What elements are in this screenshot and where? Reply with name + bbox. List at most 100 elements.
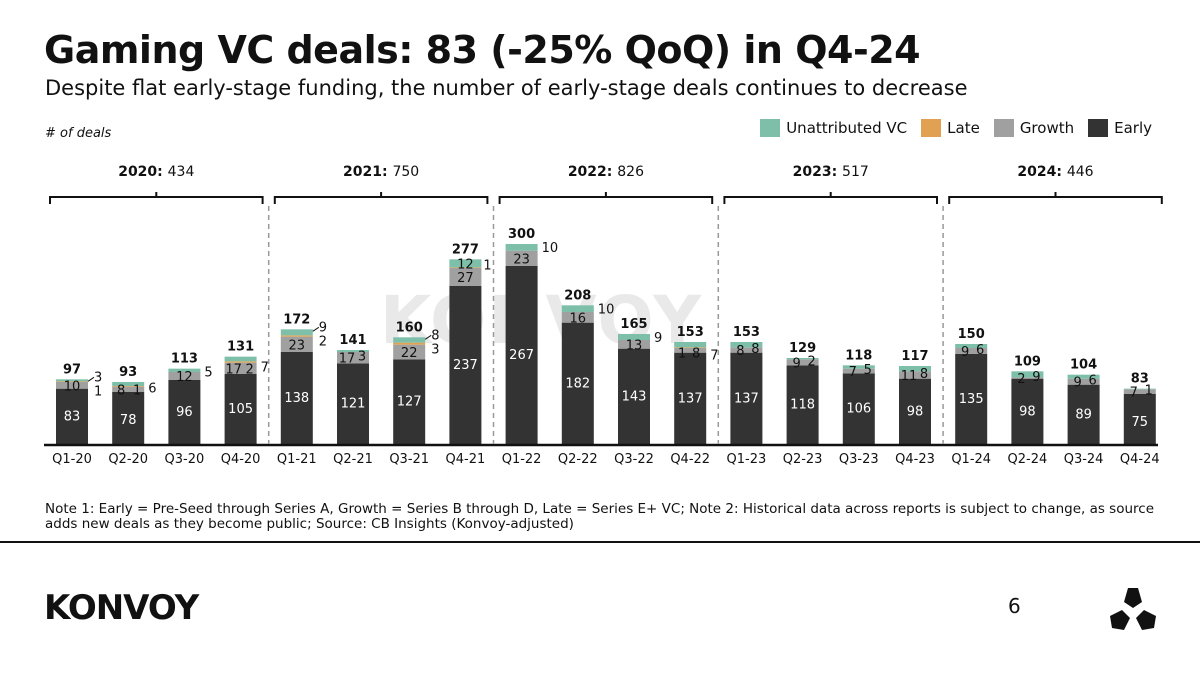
unattributed-value-label: 3 — [358, 350, 366, 365]
bar-segment-unattributed-vc — [1123, 388, 1156, 390]
legend-item-unattributed: Unattributed VC — [760, 119, 907, 137]
x-tick-label: Q1-23 — [727, 452, 767, 467]
bar-segment-early — [337, 363, 369, 444]
x-tick-label: Q2-24 — [1008, 452, 1048, 467]
late-value-label: 1 — [678, 346, 686, 361]
unattributed-value-label: 12 — [457, 257, 474, 272]
year-bracket — [723, 192, 938, 204]
early-value-label: 89 — [1075, 407, 1092, 422]
early-value-label: 96 — [176, 405, 193, 420]
unattributed-value-label: 1 — [1145, 384, 1153, 399]
bar-segment-early — [56, 388, 88, 444]
year-total-label: 2024: 446 — [1017, 164, 1093, 180]
early-value-label: 135 — [959, 392, 984, 407]
bar-segment-late — [280, 335, 313, 337]
early-value-label: 118 — [790, 398, 815, 413]
bar-segment-late — [674, 347, 707, 348]
legend-label-growth: Growth — [1019, 119, 1075, 137]
x-tick-label: Q1-22 — [502, 452, 542, 467]
total-value-label: 117 — [901, 349, 928, 364]
bar-segment-growth — [505, 250, 538, 266]
growth-value-label: 12 — [176, 370, 193, 385]
x-tick-label: Q2-21 — [333, 452, 373, 467]
bar-segment-early — [112, 391, 145, 444]
total-value-label: 131 — [227, 340, 254, 355]
bar-segment-growth — [899, 371, 931, 379]
footnote: Note 1: Early = Pre-Seed through Series … — [45, 501, 1155, 532]
unattributed-value-label: 9 — [1032, 370, 1040, 385]
legend-item-late: Late — [921, 119, 980, 137]
early-value-label: 105 — [228, 402, 253, 417]
bar-segment-growth — [280, 336, 313, 352]
bar-segment-early — [842, 373, 875, 444]
total-value-label: 165 — [620, 317, 647, 332]
bar-segment-growth — [168, 371, 201, 380]
early-value-label: 127 — [397, 395, 422, 410]
bar-segment-growth — [786, 359, 819, 366]
growth-value-label: 2 — [1017, 372, 1025, 387]
unattributed-value-label: 8 — [920, 367, 928, 382]
bar-segment-growth — [112, 386, 145, 392]
page-subtitle: Despite flat early-stage funding, the nu… — [45, 76, 968, 100]
early-value-label: 98 — [907, 404, 924, 419]
unattributed-value-label: 8 — [692, 346, 700, 361]
early-value-label: 121 — [341, 397, 366, 412]
total-value-label: 153 — [677, 325, 704, 340]
page-number: 6 — [1008, 594, 1021, 618]
legend-swatch-unattributed — [760, 119, 781, 137]
unattributed-value-label: 8 — [751, 342, 759, 357]
growth-value-label: 23 — [513, 252, 530, 267]
x-tick-label: Q3-22 — [614, 452, 654, 467]
unattributed-value-label: 10 — [598, 302, 615, 317]
growth-value-label: 27 — [457, 271, 474, 286]
bar-segment-unattributed-vc — [224, 356, 257, 362]
bar-segment-growth — [449, 267, 482, 286]
total-value-label: 153 — [733, 325, 760, 340]
early-value-label: 137 — [678, 391, 703, 406]
unattributed-value-label: 5 — [204, 366, 212, 381]
total-value-label: 277 — [452, 242, 479, 257]
unattributed-value-label: 10 — [542, 241, 559, 256]
konvoy-logo: KONVOY — [44, 588, 199, 628]
bar-segment-unattributed-vc — [842, 365, 875, 369]
unattributed-value-label: 9 — [319, 320, 327, 335]
early-value-label: 98 — [1019, 404, 1036, 419]
growth-value-label: 7 — [1130, 386, 1138, 401]
early-value-label: 182 — [565, 376, 590, 391]
growth-value-label: 23 — [289, 338, 306, 353]
year-bracket — [498, 192, 714, 204]
x-tick-label: Q3-23 — [839, 452, 879, 467]
chart-legend: Unattributed VC Late Growth Early — [760, 119, 1152, 137]
late-value-label: 3 — [431, 342, 439, 357]
bar-segment-early — [899, 378, 931, 444]
growth-value-label: 17 — [339, 352, 356, 367]
bar-segment-unattributed-vc — [674, 341, 707, 348]
bar-segment-growth — [1011, 377, 1044, 379]
bar-segment-early — [955, 353, 988, 444]
early-value-label: 106 — [846, 402, 871, 417]
unattributed-value-label: 6 — [1088, 374, 1096, 389]
bar-segment-growth — [1067, 378, 1100, 385]
bar-segment-late — [56, 381, 88, 382]
footer-divider — [0, 541, 1200, 543]
growth-value-label: 7 — [849, 365, 857, 380]
year-total-label: 2023: 517 — [793, 164, 869, 180]
total-value-label: 97 — [63, 362, 81, 377]
bar-segment-early — [730, 352, 763, 444]
year-total-label: 2022: 826 — [568, 164, 644, 180]
bar-segment-unattributed-vc — [561, 305, 594, 312]
bar-segment-unattributed-vc — [730, 341, 763, 348]
bar-segment-growth — [674, 347, 707, 353]
leader-line — [424, 334, 432, 340]
bar-segment-early — [168, 379, 201, 444]
late-value-label: 1 — [483, 258, 491, 273]
bar-segment-growth — [618, 339, 650, 349]
bar-segment-late — [449, 267, 482, 268]
legend-item-early: Early — [1088, 119, 1152, 137]
bar-segment-unattributed-vc — [1011, 371, 1044, 378]
legend-swatch-early — [1088, 119, 1109, 137]
year-total-label: 2021: 750 — [343, 164, 419, 180]
unattributed-value-label: 2 — [807, 354, 815, 369]
konvoy-mark-icon — [1110, 588, 1156, 630]
bar-segment-growth — [224, 362, 257, 374]
